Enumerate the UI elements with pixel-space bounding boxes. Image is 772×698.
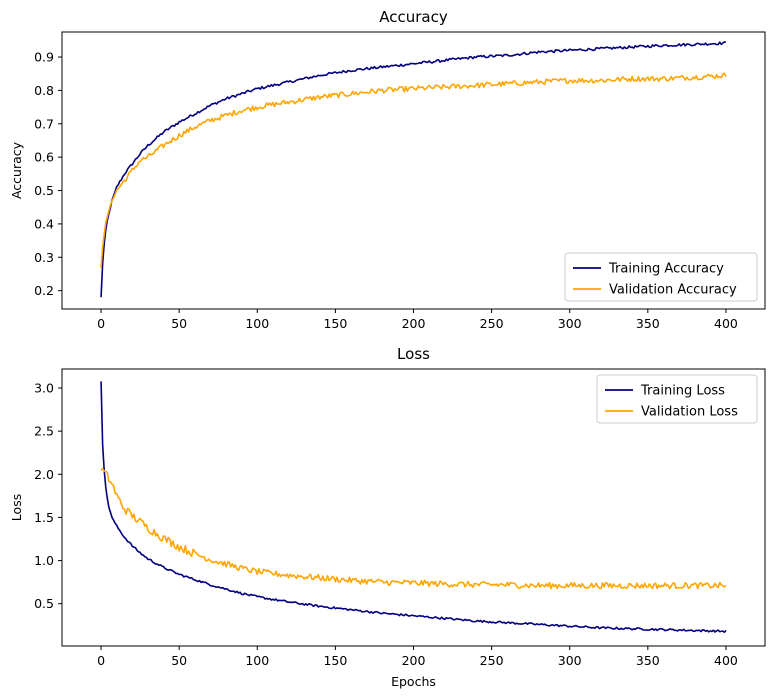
chart-title: Loss [397, 345, 430, 363]
y-tick-label: 0.7 [34, 116, 54, 131]
x-tick-label: 400 [714, 653, 738, 668]
x-tick-label: 350 [636, 653, 660, 668]
x-tick-label: 50 [171, 316, 187, 331]
y-axis-label: Loss [9, 494, 24, 521]
x-tick-label: 200 [402, 653, 426, 668]
x-tick-label: 350 [636, 316, 660, 331]
y-tick-label: 1.0 [34, 553, 54, 568]
x-tick-label: 400 [714, 316, 738, 331]
series-line-validation-loss [100, 467, 727, 590]
legend: Training Accuracy Validation Accuracy [564, 252, 758, 302]
y-tick-label: 1.5 [34, 510, 54, 525]
x-tick-label: 0 [97, 653, 105, 668]
legend-box [564, 252, 758, 302]
y-tick-label: 2.0 [34, 467, 54, 482]
chart-title: Accuracy [379, 8, 448, 26]
chart-panel-loss: Loss 0 50 100 150 200 250 300 350 400 0.5 1.0 1.5 2.0… [9, 345, 766, 689]
y-tick-label: 0.6 [34, 150, 54, 165]
y-tick-label: 2.5 [34, 424, 54, 439]
x-tick-label: 150 [323, 316, 347, 331]
y-tick-label: 0.8 [34, 83, 54, 98]
y-tick-label: 0.5 [34, 596, 54, 611]
legend-label: Validation Loss [641, 405, 738, 420]
legend: Training Loss Validation Loss [596, 374, 758, 424]
legend-label: Training Accuracy [608, 262, 724, 277]
series-line-training-loss [100, 381, 727, 633]
series-line-training-accuracy [100, 41, 727, 298]
x-tick-label: 150 [323, 653, 347, 668]
y-tick-label: 3.0 [34, 380, 54, 395]
y-tick-label: 0.4 [34, 216, 54, 231]
x-tick-label: 100 [245, 653, 269, 668]
chart-panel-accuracy: Accuracy 0 50 100 150 200 250 300 350 400 0.2 0.3 0.… [9, 8, 766, 331]
x-tick-label: 200 [402, 316, 426, 331]
x-axis-label: Epochs [391, 674, 436, 689]
x-tick-label: 250 [480, 653, 504, 668]
legend-label: Validation Accuracy [609, 283, 737, 298]
x-tick-label: 0 [97, 316, 105, 331]
legend-label: Training Loss [640, 384, 725, 399]
x-tick-label: 300 [558, 653, 582, 668]
y-axis-label: Accuracy [9, 141, 24, 199]
y-tick-label: 0.5 [34, 183, 54, 198]
x-tick-label: 100 [245, 316, 269, 331]
y-tick-label: 0.3 [34, 250, 54, 265]
y-tick-label: 0.2 [34, 283, 54, 298]
x-tick-label: 50 [171, 653, 187, 668]
series-line-validation-accuracy [100, 72, 727, 268]
y-tick-label: 0.9 [34, 50, 54, 65]
x-tick-label: 250 [480, 316, 504, 331]
x-tick-label: 300 [558, 316, 582, 331]
legend-box [596, 374, 758, 424]
